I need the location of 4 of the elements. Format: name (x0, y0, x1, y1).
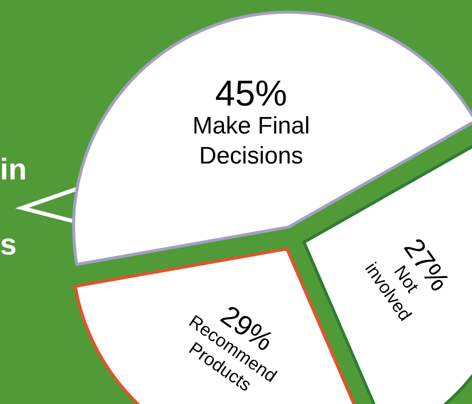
data-label: 45% (215, 72, 288, 114)
slice-label: Make Final Decisions (192, 112, 310, 170)
text: in (0, 154, 27, 186)
text: s (0, 228, 17, 262)
